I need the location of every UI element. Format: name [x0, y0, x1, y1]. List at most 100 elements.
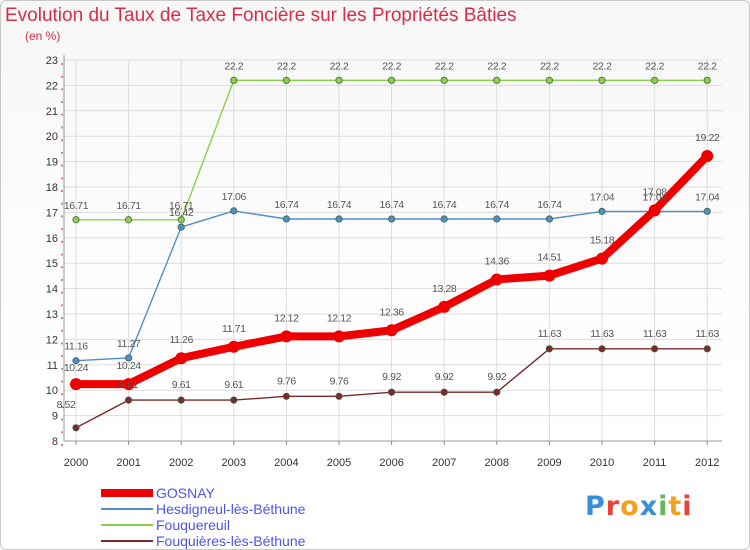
- data-label-hesdigneul-l-s-b-thune: 17.04: [695, 191, 720, 203]
- legend-label-gosnay: GOSNAY: [156, 485, 215, 501]
- y-tick-label: 11: [47, 360, 58, 372]
- data-point-hesdigneul-l-s-b-thune: [387, 215, 396, 223]
- data-label-fouqui-res-l-s-b-thune: 8.52: [57, 399, 76, 411]
- data-point-fouquereuil: [177, 216, 185, 224]
- data-point-gosnay: [385, 324, 398, 337]
- logo-letter: i: [658, 491, 669, 522]
- data-point-gosnay: [596, 252, 608, 265]
- data-point-gosnay: [648, 204, 661, 217]
- y-tick-label: 14: [46, 284, 58, 296]
- data-label-fouquereuil: 22.2: [277, 60, 296, 72]
- data-point-hesdigneul-l-s-b-thune: [230, 207, 238, 215]
- x-tick-label: 2007: [432, 457, 456, 469]
- data-point-fouqui-res-l-s-b-thune: [703, 345, 711, 353]
- data-label-fouqui-res-l-s-b-thune: 11.63: [590, 328, 614, 340]
- data-point-hesdigneul-l-s-b-thune: [335, 215, 343, 223]
- legend-swatch-hesdigneul: [101, 508, 153, 510]
- data-label-fouquereuil: 16.71: [169, 200, 194, 212]
- data-point-hesdigneul-l-s-b-thune: [282, 215, 290, 223]
- legend-item-fouquereuil: Fouquereuil: [101, 517, 305, 533]
- x-tick-label: 2011: [643, 457, 667, 469]
- x-tick-label: 2001: [116, 457, 140, 469]
- legend-label-fouquereuil: Fouquereuil: [156, 517, 230, 533]
- data-point-fouqui-res-l-s-b-thune: [230, 396, 238, 404]
- data-label-hesdigneul-l-s-b-thune: 16.74: [432, 199, 457, 211]
- legend-item-fouquieres: Fouquières-lès-Béthune: [101, 533, 305, 549]
- x-tick-label: 2010: [590, 457, 614, 469]
- axes: 8 9 10 11 12 13 14 15 16 17 18 19 20 21 22 23 2000 2001 20…: [46, 55, 722, 469]
- data-point-hesdigneul-l-s-b-thune: [493, 215, 501, 223]
- data-label-fouquereuil: 22.2: [540, 60, 559, 72]
- x-tick-label: 2002: [169, 457, 193, 469]
- data-label-fouquereuil: 22.2: [435, 60, 454, 72]
- data-point-fouqui-res-l-s-b-thune: [440, 388, 448, 396]
- data-label-hesdigneul-l-s-b-thune: 17.06: [222, 191, 247, 203]
- data-label-hesdigneul-l-s-b-thune: 16.74: [274, 199, 299, 211]
- logo-letter: P: [585, 491, 606, 522]
- data-label-gosnay: 12.36: [379, 306, 404, 318]
- data-label-fouqui-res-l-s-b-thune: 9.76: [330, 375, 349, 387]
- data-point-hesdigneul-l-s-b-thune: [598, 207, 606, 215]
- data-label-hesdigneul-l-s-b-thune: 16.74: [485, 199, 510, 211]
- y-tick-label: 23: [46, 55, 58, 67]
- data-point-fouqui-res-l-s-b-thune: [387, 388, 396, 396]
- data-label-fouqui-res-l-s-b-thune: 9.92: [487, 371, 506, 383]
- y-tick-label: 17: [46, 207, 58, 219]
- y-tick-label: 19: [46, 157, 58, 169]
- legend-swatch-fouquieres: [101, 540, 153, 542]
- data-point-gosnay: [701, 150, 714, 163]
- data-point-gosnay: [175, 352, 188, 365]
- x-tick-label: 2008: [485, 457, 509, 469]
- x-tick-label: 2003: [222, 457, 246, 469]
- data-point-fouquereuil: [650, 76, 659, 84]
- y-tick-label: 20: [46, 131, 58, 143]
- legend: GOSNAY Hesdigneul-lès-Béthune Fouquereui…: [101, 485, 305, 549]
- logo-letter: r: [605, 491, 621, 522]
- data-point-fouquereuil: [387, 76, 396, 84]
- data-label-fouquereuil: 16.71: [64, 200, 89, 212]
- x-tick-label: 2005: [327, 457, 351, 469]
- logo-letter: i: [682, 491, 693, 522]
- legend-item-hesdigneul: Hesdigneul-lès-Béthune: [101, 501, 305, 517]
- data-point-gosnay: [227, 340, 240, 353]
- data-label-gosnay: 10.24: [64, 362, 89, 374]
- data-label-hesdigneul-l-s-b-thune: 17.04: [642, 191, 667, 203]
- data-label-gosnay: 11.71: [222, 323, 246, 335]
- logo-letter: o: [620, 491, 640, 522]
- data-label-fouquereuil: 22.2: [645, 60, 664, 72]
- data-label-fouqui-res-l-s-b-thune: 11.63: [695, 328, 719, 340]
- proxiti-logo: Proxiti: [585, 491, 693, 522]
- data-point-fouquereuil: [440, 76, 448, 84]
- legend-label-hesdigneul: Hesdigneul-lès-Béthune: [156, 501, 306, 517]
- data-point-hesdigneul-l-s-b-thune: [703, 207, 711, 215]
- data-point-fouquereuil: [703, 76, 711, 84]
- data-point-gosnay: [438, 300, 451, 313]
- x-tick-label: 2012: [695, 457, 719, 469]
- data-point-fouqui-res-l-s-b-thune: [125, 396, 133, 404]
- data-label-fouqui-res-l-s-b-thune: 9.92: [382, 371, 401, 383]
- y-tick-label: 10: [46, 385, 58, 397]
- logo-letter: t: [668, 491, 683, 522]
- data-label-gosnay: 12.12: [327, 312, 352, 324]
- data-point-fouqui-res-l-s-b-thune: [598, 345, 606, 353]
- y-axis-unit-label: (en %): [25, 29, 61, 43]
- chart-title: Evolution du Taux de Taxe Foncière sur l…: [5, 5, 517, 26]
- data-point-gosnay: [70, 378, 82, 391]
- data-point-gosnay: [333, 330, 345, 343]
- data-point-hesdigneul-l-s-b-thune: [125, 354, 133, 362]
- data-label-hesdigneul-l-s-b-thune: 16.42: [169, 207, 194, 219]
- data-label-gosnay: 14.51: [537, 252, 562, 264]
- data-point-fouqui-res-l-s-b-thune: [545, 345, 554, 353]
- data-label-fouquereuil: 22.2: [698, 60, 717, 72]
- data-point-gosnay: [122, 378, 135, 391]
- data-point-gosnay: [280, 330, 293, 343]
- data-label-fouqui-res-l-s-b-thune: 9.76: [277, 375, 296, 387]
- data-label-hesdigneul-l-s-b-thune: 17.04: [590, 191, 615, 203]
- data-point-hesdigneul-l-s-b-thune: [440, 215, 448, 223]
- y-tick-label: 15: [46, 258, 58, 270]
- data-point-fouquereuil: [493, 76, 501, 84]
- data-point-fouqui-res-l-s-b-thune: [650, 345, 659, 353]
- data-label-fouquereuil: 16.71: [116, 200, 141, 212]
- data-point-fouquereuil: [282, 76, 290, 84]
